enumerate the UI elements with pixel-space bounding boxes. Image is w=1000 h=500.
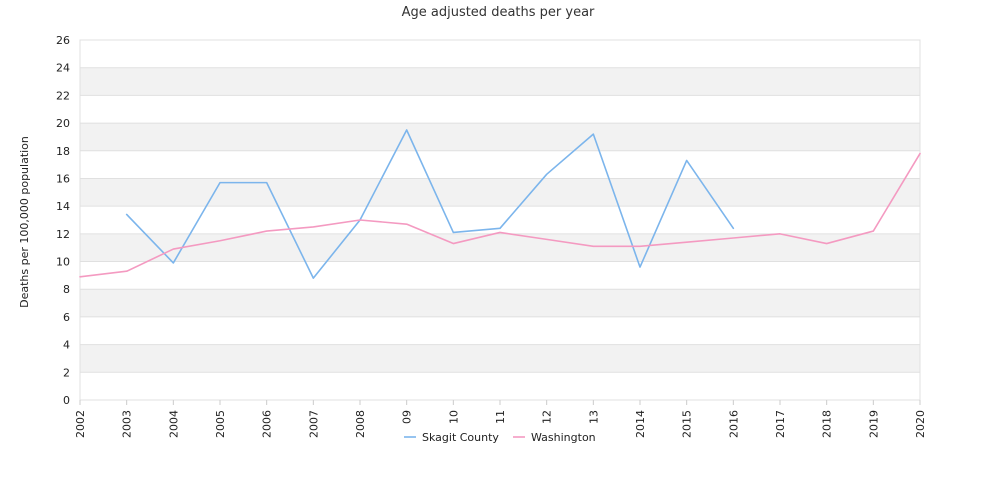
y-tick-label: 4 bbox=[63, 339, 70, 352]
y-tick-label: 10 bbox=[56, 256, 70, 269]
x-tick-label: 2004 bbox=[167, 410, 180, 438]
x-tick-label: 10 bbox=[447, 410, 460, 424]
x-tick-label: 13 bbox=[587, 410, 600, 424]
plot-band bbox=[80, 233, 920, 262]
y-tick-label: 12 bbox=[56, 228, 70, 241]
y-tick-label: 0 bbox=[63, 394, 70, 407]
x-tick-label: 2006 bbox=[261, 410, 274, 438]
plot-band bbox=[80, 67, 920, 96]
y-axis-title: Deaths per 100,000 population bbox=[18, 136, 31, 308]
x-tick-label: 2002 bbox=[74, 410, 87, 438]
x-tick-label: 2008 bbox=[354, 410, 367, 438]
y-tick-label: 24 bbox=[56, 62, 70, 75]
x-tick-label: 09 bbox=[401, 410, 414, 424]
x-tick-label: 2014 bbox=[634, 410, 647, 438]
plot-band bbox=[80, 289, 920, 317]
plot-bands bbox=[80, 67, 920, 373]
y-tick-label: 6 bbox=[63, 311, 70, 324]
x-tick-label: 2019 bbox=[867, 410, 880, 438]
plot-band bbox=[80, 123, 920, 151]
x-tick-label: 2007 bbox=[307, 410, 320, 438]
series-layer bbox=[79, 129, 921, 279]
plot-band bbox=[80, 178, 920, 207]
y-tick-label: 18 bbox=[56, 145, 70, 158]
y-tick-label: 16 bbox=[56, 172, 70, 185]
x-tick-label: 12 bbox=[541, 410, 554, 424]
x-tick-label: 2020 bbox=[914, 410, 927, 438]
y-tick-label: 26 bbox=[56, 34, 70, 47]
x-tick-label: 2015 bbox=[681, 410, 694, 438]
chart-title: Age adjusted deaths per year bbox=[402, 5, 595, 20]
legend-item-washington[interactable]: Washington bbox=[513, 431, 596, 444]
x-tick-label: 2018 bbox=[821, 410, 834, 438]
series-line-skagit-county bbox=[125, 129, 735, 279]
legend[interactable]: Skagit County Washington bbox=[404, 431, 596, 444]
y-tick-label: 14 bbox=[56, 200, 70, 213]
series-line-washington bbox=[79, 152, 921, 278]
x-axis: 2002 2003 2004 2005 2006 2007 2008 09 10 11 12 13 20… bbox=[74, 400, 927, 438]
x-tick-label: 11 bbox=[494, 410, 507, 424]
x-tick-label: 2005 bbox=[214, 410, 227, 438]
y-tick-label: 22 bbox=[56, 89, 70, 102]
x-tick-label: 2017 bbox=[774, 410, 787, 438]
y-tick-label: 8 bbox=[63, 283, 70, 296]
legend-label: Skagit County bbox=[422, 431, 499, 444]
x-tick-label: 2003 bbox=[121, 410, 134, 438]
plot-band bbox=[80, 344, 920, 373]
legend-label: Washington bbox=[531, 431, 596, 444]
y-tick-label: 2 bbox=[63, 366, 70, 379]
y-tick-label: 20 bbox=[56, 117, 70, 130]
x-tick-label: 2016 bbox=[727, 410, 740, 438]
legend-item-skagit-county[interactable]: Skagit County bbox=[404, 431, 499, 444]
